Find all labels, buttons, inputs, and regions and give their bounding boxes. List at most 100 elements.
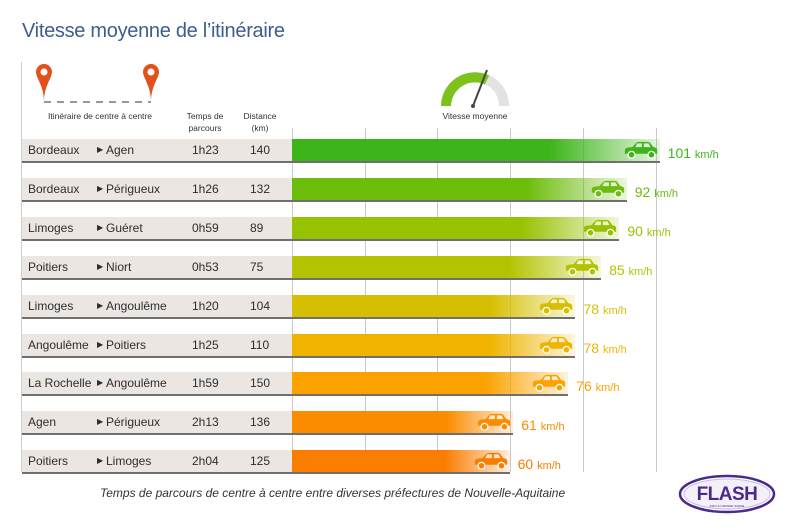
speed-value: 92 bbox=[634, 184, 651, 200]
speed-label: 78 km/h bbox=[583, 301, 626, 317]
header-route: Itinéraire de centre à centre bbox=[48, 111, 152, 121]
route-to: Angoulême bbox=[106, 299, 167, 313]
route-to: Angoulême bbox=[106, 376, 167, 390]
travel-time: 1h59 bbox=[192, 376, 219, 390]
header-time: Temps de parcours bbox=[180, 110, 230, 134]
triangle-right-icon: ▶ bbox=[97, 301, 104, 310]
distance-km: 132 bbox=[250, 182, 271, 196]
map-pin-icon bbox=[36, 64, 52, 102]
speed-label: 92 km/h bbox=[635, 184, 678, 200]
speed-label: 76 km/h bbox=[576, 378, 619, 394]
route-pins bbox=[36, 64, 159, 103]
car-icon bbox=[478, 413, 511, 431]
table-row: Limoges ▶ Angoulême 1h20 104 bbox=[22, 295, 292, 319]
speed-bar bbox=[292, 178, 627, 202]
triangle-right-icon: ▶ bbox=[97, 378, 104, 387]
speed-bar bbox=[292, 450, 510, 474]
table-row: Bordeaux ▶ Agen 1h23 140 bbox=[22, 139, 292, 163]
car-icon bbox=[474, 452, 507, 470]
car-icon bbox=[624, 141, 657, 159]
route-from: Poitiers bbox=[28, 260, 69, 274]
speed-unit: km/h bbox=[540, 421, 565, 433]
table-left-border bbox=[21, 62, 22, 472]
speed-label: 60 km/h bbox=[518, 456, 561, 472]
route-to: Niort bbox=[106, 260, 132, 274]
car-icon bbox=[584, 219, 617, 237]
speed-bar bbox=[292, 139, 660, 163]
speed-unit: km/h bbox=[602, 305, 627, 317]
triangle-right-icon: ▶ bbox=[97, 340, 104, 349]
table-row: Angoulême ▶ Poitiers 1h25 110 bbox=[22, 334, 292, 358]
speed-value: 78 bbox=[583, 340, 600, 356]
route-to: Agen bbox=[106, 143, 135, 157]
speed-value: 101 bbox=[667, 145, 692, 161]
speed-label: 85 km/h bbox=[609, 262, 652, 278]
car-icon bbox=[533, 374, 566, 392]
speed-label: 90 km/h bbox=[627, 223, 670, 239]
triangle-right-icon: ▶ bbox=[97, 417, 104, 426]
speed-bar bbox=[292, 217, 620, 241]
distance-km: 136 bbox=[250, 415, 271, 429]
distance-km: 104 bbox=[250, 299, 271, 313]
speed-unit: km/h bbox=[595, 382, 620, 394]
speed-bar bbox=[292, 334, 576, 358]
route-to: Poitiers bbox=[106, 338, 147, 352]
table-row: Bordeaux ▶ Périgueux 1h26 132 bbox=[22, 178, 292, 202]
table-row: Poitiers ▶ Niort 0h53 75 bbox=[22, 256, 292, 280]
route-to: Limoges bbox=[106, 454, 152, 468]
header-time-line2: parcours bbox=[188, 123, 222, 133]
speed-value: 90 bbox=[627, 223, 643, 239]
table-row: Agen ▶ Périgueux 2h13 136 bbox=[22, 411, 292, 435]
logo-tagline: INFO & GRANDE SCENE bbox=[710, 504, 745, 508]
travel-time: 0h53 bbox=[192, 260, 219, 274]
speed-unit: km/h bbox=[602, 344, 627, 356]
triangle-right-icon: ▶ bbox=[97, 184, 104, 193]
distance-km: 125 bbox=[250, 454, 271, 468]
speed-label: 101 km/h bbox=[668, 145, 719, 161]
speed-value: 76 bbox=[576, 378, 592, 394]
page-title: Vitesse moyenne de l’itinéraire bbox=[22, 20, 285, 42]
grid-line bbox=[583, 128, 584, 472]
grid-line bbox=[656, 128, 657, 472]
speed-unit: km/h bbox=[628, 266, 653, 278]
header-distance-line2: (km) bbox=[251, 123, 269, 133]
logo-text: FLASH bbox=[697, 484, 758, 505]
route-to: Périgueux bbox=[106, 182, 161, 196]
route-from: Angoulême bbox=[28, 338, 89, 352]
travel-time: 2h04 bbox=[192, 454, 219, 468]
distance-km: 140 bbox=[250, 143, 271, 157]
triangle-right-icon: ▶ bbox=[97, 223, 104, 232]
speed-unit: km/h bbox=[654, 188, 679, 200]
distance-km: 75 bbox=[250, 260, 264, 274]
speed-unit: km/h bbox=[537, 460, 561, 472]
travel-time: 1h26 bbox=[192, 182, 219, 196]
speed-value: 85 bbox=[609, 262, 625, 278]
route-from: Bordeaux bbox=[28, 143, 80, 157]
distance-km: 89 bbox=[250, 221, 264, 235]
route-to: Périgueux bbox=[106, 415, 161, 429]
speed-value: 60 bbox=[517, 456, 534, 472]
travel-time: 1h20 bbox=[192, 299, 219, 313]
speedometer-icon bbox=[441, 69, 509, 108]
car-icon bbox=[540, 297, 573, 315]
route-from: La Rochelle bbox=[28, 376, 92, 390]
route-from: Limoges bbox=[28, 221, 74, 235]
route-to: Guéret bbox=[106, 221, 143, 235]
table-row: Poitiers ▶ Limoges 2h04 125 bbox=[22, 450, 292, 474]
header-distance-line1: Distance bbox=[243, 111, 277, 121]
travel-time: 2h13 bbox=[192, 415, 219, 429]
speed-bar bbox=[292, 295, 576, 319]
chart-caption: Temps de parcours de centre à centre ent… bbox=[100, 486, 566, 500]
flash-logo: FLASH INFO & GRANDE SCENE bbox=[678, 474, 776, 514]
travel-time: 0h59 bbox=[192, 221, 219, 235]
table-row: Limoges ▶ Guéret 0h59 89 bbox=[22, 217, 292, 241]
car-icon bbox=[591, 180, 624, 198]
travel-time: 1h25 bbox=[192, 338, 219, 352]
triangle-right-icon: ▶ bbox=[97, 145, 104, 154]
route-from: Bordeaux bbox=[28, 182, 80, 196]
route-from: Limoges bbox=[28, 299, 74, 313]
distance-km: 110 bbox=[250, 338, 270, 352]
speed-bar bbox=[292, 372, 569, 396]
header-time-line1: Temps de bbox=[186, 111, 224, 121]
car-icon bbox=[540, 336, 573, 354]
